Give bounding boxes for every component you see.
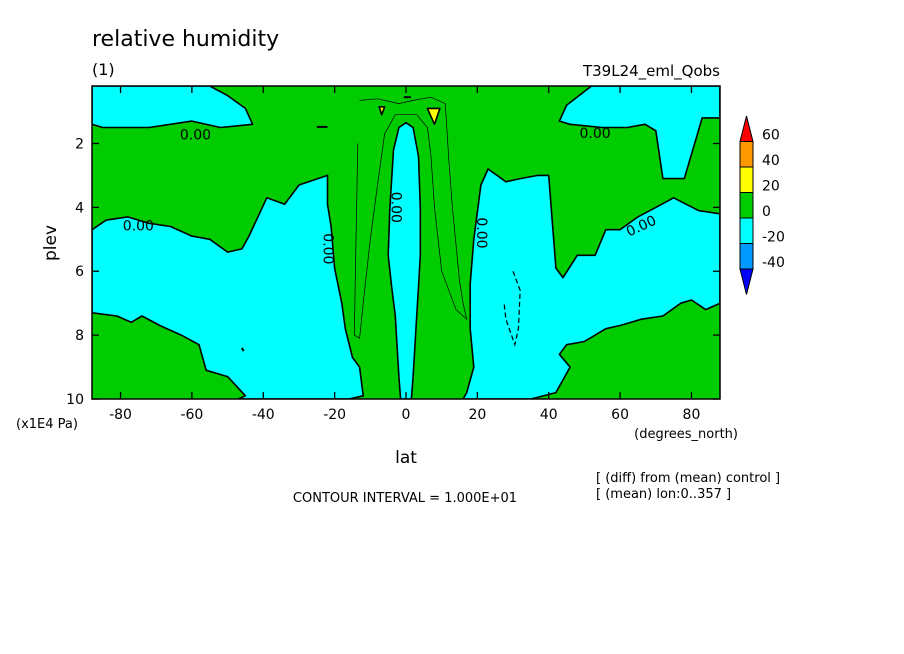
x-axis: -80 -60 -40 -20 0 20 40 60 80 [109,86,700,423]
x-tick-label-0: -80 [109,407,132,423]
colorbar-label-2: 20 [762,179,780,195]
y-tick-label-3: 8 [75,328,84,344]
x-tick-label-3: -20 [323,407,346,423]
colorbar-swatch-5 [739,243,754,270]
contour-region-7 [426,107,441,126]
contour-regions [92,86,720,399]
x-tick-label-4: 0 [402,407,411,423]
colorbar-swatch-4 [739,217,754,244]
colorbar-swatch-3 [739,192,754,219]
colorbar-swatch-0 [739,115,754,142]
chart-subtitle: (1) [92,60,115,79]
colorbar-label-0: 60 [762,128,780,144]
colorbar: 60 40 20 0 -20 -40 [739,115,785,295]
colorbar-swatch-1 [739,141,754,168]
contour-region-3 [462,168,720,399]
colorbar-label-1: 40 [762,153,780,169]
x-axis-label: lat [395,448,417,468]
x-tick-label-1: -60 [180,407,203,423]
contour-region-4 [558,86,720,180]
y-units: (x1E4 Pa) [16,417,78,432]
x-tick-label-2: -40 [252,407,275,423]
contour-region-0 [92,86,254,129]
y-axis-label: plev [41,225,61,261]
contour-labels: 0.000.000.000.000.000.000.00 [123,126,659,265]
y-tick-label-4: 10 [66,392,84,408]
contour-region-6 [503,270,521,347]
contour-label-4: 0.00 [473,217,489,248]
contour-region-8 [378,106,386,116]
x-tick-label-8: 80 [683,407,701,423]
run-label: T39L24_eml_Qobs [582,62,720,81]
y-tick-label-1: 4 [75,200,84,216]
contour-interval: CONTOUR INTERVAL = 1.000E+01 [293,491,517,506]
colorbar-swatch-2 [739,166,754,193]
contour-region-1 [92,174,365,399]
contour-region-11 [241,347,245,352]
contour-label-0: 0.00 [180,128,211,144]
chart-title: relative humidity [92,27,279,52]
contour-label-2: 0.00 [320,233,336,264]
contour-region-2 [387,121,422,399]
y-axis: 2 4 6 8 10 [66,136,720,408]
colorbar-label-3: 0 [762,204,771,220]
x-tick-label-7: 60 [611,407,629,423]
colorbar-label-5: -40 [762,255,785,271]
y-tick-label-0: 2 [75,136,84,152]
contour-label-1: 0.00 [123,219,154,235]
contour-label-5: 0.00 [580,126,611,142]
colorbar-label-4: -20 [762,230,785,246]
colorbar-swatch-6 [739,268,754,295]
y-tick-label-2: 6 [75,264,84,280]
contour-label-3: 0.00 [387,192,403,223]
x-units: (degrees_north) [634,427,738,442]
x-tick-label-5: 20 [468,407,486,423]
contour-region-5 [353,96,468,339]
note-diff: [ (diff) from (mean) control ] [596,471,780,486]
note-mean: [ (mean) lon:0..357 ] [596,487,731,502]
x-tick-label-6: 40 [540,407,558,423]
